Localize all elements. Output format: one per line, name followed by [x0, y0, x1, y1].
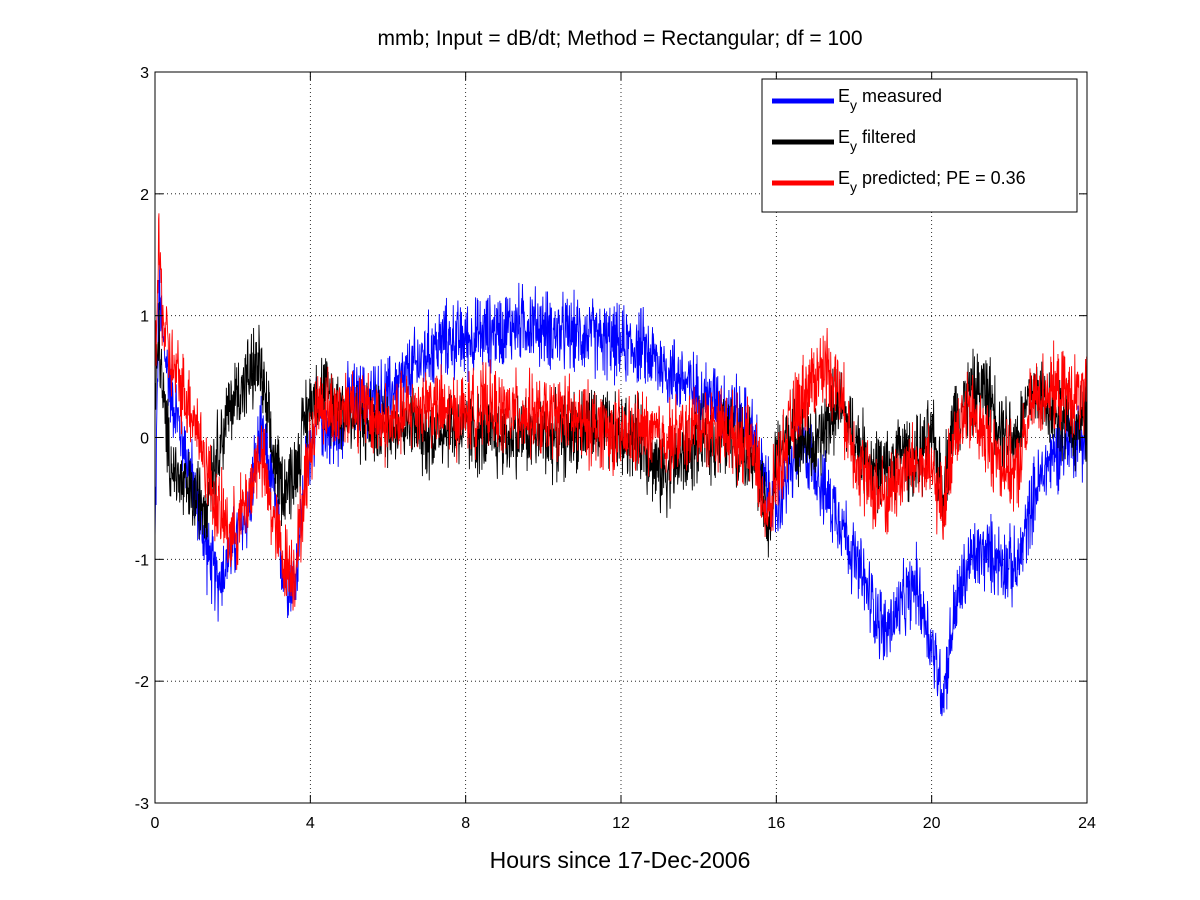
- legend-label: Ey filtered: [838, 127, 916, 154]
- y-tick-label: 0: [140, 431, 149, 448]
- x-tick-label: 24: [1078, 815, 1096, 832]
- x-tick-label: 8: [461, 815, 470, 832]
- x-tick-label: 12: [612, 815, 630, 832]
- y-tick-label: -1: [135, 552, 149, 569]
- legend-label-main: E: [838, 127, 850, 147]
- legend-label-sub: y: [850, 97, 857, 113]
- series-layer: [154, 213, 1088, 717]
- legend-label-rest: filtered: [857, 127, 916, 147]
- legend-label: Ey predicted; PE = 0.36: [838, 168, 1026, 195]
- x-tick-label: 20: [923, 815, 941, 832]
- y-tick-label: -2: [135, 674, 149, 691]
- legend-label-sub: y: [850, 179, 857, 195]
- legend-label: Ey measured: [838, 86, 942, 113]
- y-tick-label: 1: [140, 309, 149, 326]
- x-tick-label: 16: [767, 815, 785, 832]
- x-axis-label: Hours since 17-Dec-2006: [490, 847, 751, 873]
- legend-label-rest: predicted; PE = 0.36: [857, 168, 1026, 188]
- legend-label-rest: measured: [857, 86, 942, 106]
- legend-label-sub: y: [850, 138, 857, 154]
- y-tick-label: -3: [135, 796, 149, 813]
- legend-label-main: E: [838, 168, 850, 188]
- series-line-3: [154, 213, 1088, 611]
- legend-label-main: E: [838, 86, 850, 106]
- chart-title: mmb; Input = dB/dt; Method = Rectangular…: [377, 27, 862, 50]
- x-tick-label: 0: [151, 815, 160, 832]
- y-tick-label: 2: [140, 187, 149, 204]
- x-tick-label: 4: [306, 815, 315, 832]
- y-tick-label: 3: [140, 65, 149, 82]
